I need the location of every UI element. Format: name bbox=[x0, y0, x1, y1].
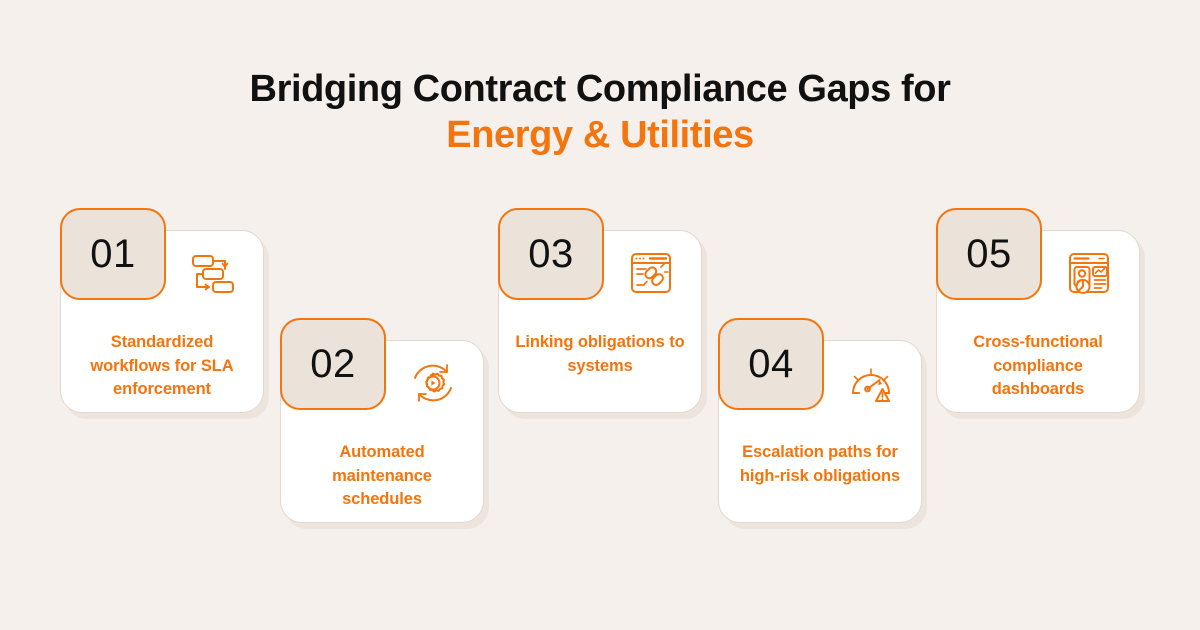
step-number-badge: 01 bbox=[60, 208, 166, 300]
step-card-5[interactable]: Cross-functional compliance dashboards 0… bbox=[936, 208, 1140, 413]
step-card-label: Cross-functional compliance dashboards bbox=[973, 333, 1103, 398]
step-card-label: Automated maintenance schedules bbox=[332, 443, 432, 508]
workflow-icon bbox=[185, 245, 241, 301]
title-line-primary: Bridging Contract Compliance Gaps for bbox=[249, 68, 951, 110]
step-card-label: Standardized workflows for SLA enforceme… bbox=[90, 333, 234, 398]
step-number: 05 bbox=[966, 232, 1012, 276]
step-number-badge: 03 bbox=[498, 208, 604, 300]
step-card-label: Escalation paths for high-risk obligatio… bbox=[739, 443, 901, 485]
title-line-accent: Energy & Utilities bbox=[446, 114, 754, 156]
step-number-badge: 04 bbox=[718, 318, 824, 410]
step-number: 01 bbox=[90, 232, 136, 276]
browser-link-icon bbox=[623, 245, 679, 301]
step-number: 02 bbox=[310, 342, 356, 386]
step-number: 04 bbox=[748, 342, 794, 386]
gear-refresh-icon bbox=[405, 355, 461, 411]
dashboard-icon bbox=[1061, 245, 1117, 301]
step-number: 03 bbox=[528, 232, 574, 276]
gauge-warning-icon bbox=[843, 355, 899, 411]
step-number-badge: 02 bbox=[280, 318, 386, 410]
step-card-1[interactable]: Standardized workflows for SLA enforceme… bbox=[60, 208, 264, 413]
step-number-badge: 05 bbox=[936, 208, 1042, 300]
step-card-3[interactable]: Linking obligations to systems 03 bbox=[498, 208, 702, 413]
step-card-2[interactable]: Automated maintenance schedules 02 bbox=[280, 318, 484, 523]
step-card-label: Linking obligations to systems bbox=[515, 333, 685, 375]
page-title: Bridging Contract Compliance Gaps for En… bbox=[0, 66, 1200, 158]
step-card-4[interactable]: Escalation paths for high-risk obligatio… bbox=[718, 318, 922, 523]
